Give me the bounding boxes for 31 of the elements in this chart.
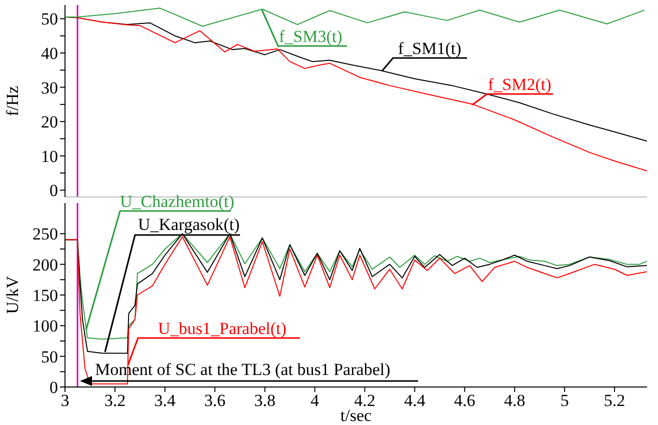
x-tick-label: 4 [310,391,320,410]
x-tick-label: 3.2 [104,391,126,410]
x-tick-label: 5 [560,391,569,410]
y-tick-label: 150 [32,286,58,306]
y-tick-label: 50 [41,10,58,29]
series-label: U_bus1_Parabel(t) [158,319,286,338]
y-tick-label: 0 [50,378,58,398]
y-tick-label: 20 [41,112,58,132]
series-label: f_SM3(t) [279,27,342,46]
series-label: U_Kargasok(t) [138,215,240,234]
y-tick-label: 50 [41,347,58,366]
x-tick-label: 5.2 [604,391,626,410]
x-tick-label: 3.4 [154,391,176,410]
series-label: U_Chazhemto(t) [120,192,234,211]
y-tick-label: 40 [41,44,58,64]
series-label: f_SM2(t) [488,75,552,94]
y-tick-label: 200 [32,255,58,274]
y-axis-title: U/kV [3,275,22,314]
x-tick-label: 4.8 [504,391,526,410]
y-tick-label: 30 [41,78,58,98]
x-tick-label: 3 [60,391,70,410]
y-tick-label: 0 [50,181,58,200]
x-tick-label: 3.8 [254,391,276,410]
series-label: f_SM1(t) [398,39,462,58]
x-tick-label: 3.6 [204,391,226,410]
y-tick-label: 100 [32,316,58,336]
x-tick-label: 4.6 [454,391,476,410]
x-tick-label: 4.4 [404,391,426,410]
y-tick-label: 10 [41,146,58,166]
y-axis-title: f/Hz [3,85,22,116]
y-tick-label: 250 [32,224,58,244]
